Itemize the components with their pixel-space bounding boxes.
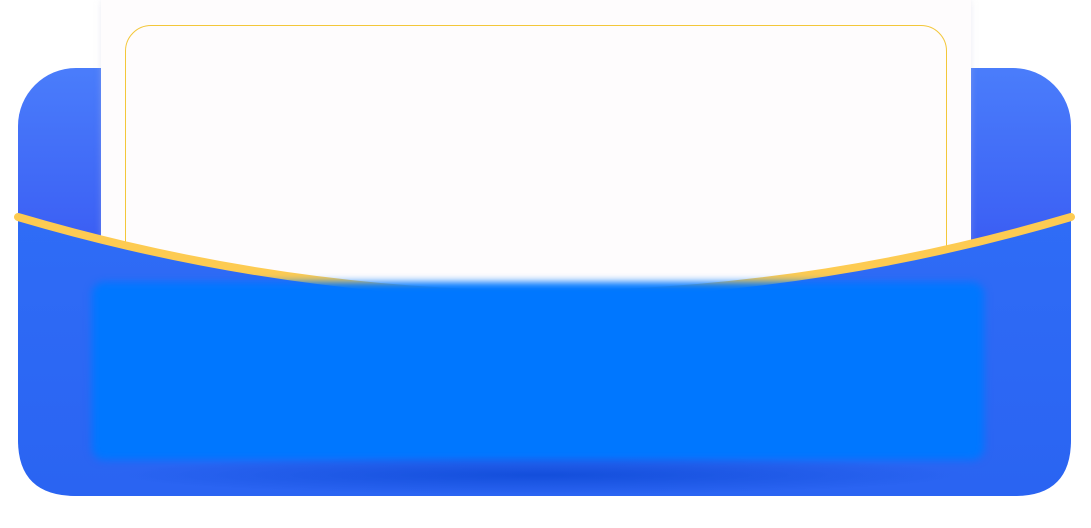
bottom-shadow bbox=[110, 455, 970, 495]
inner-blue-panel bbox=[92, 282, 984, 460]
content-card bbox=[125, 25, 947, 325]
